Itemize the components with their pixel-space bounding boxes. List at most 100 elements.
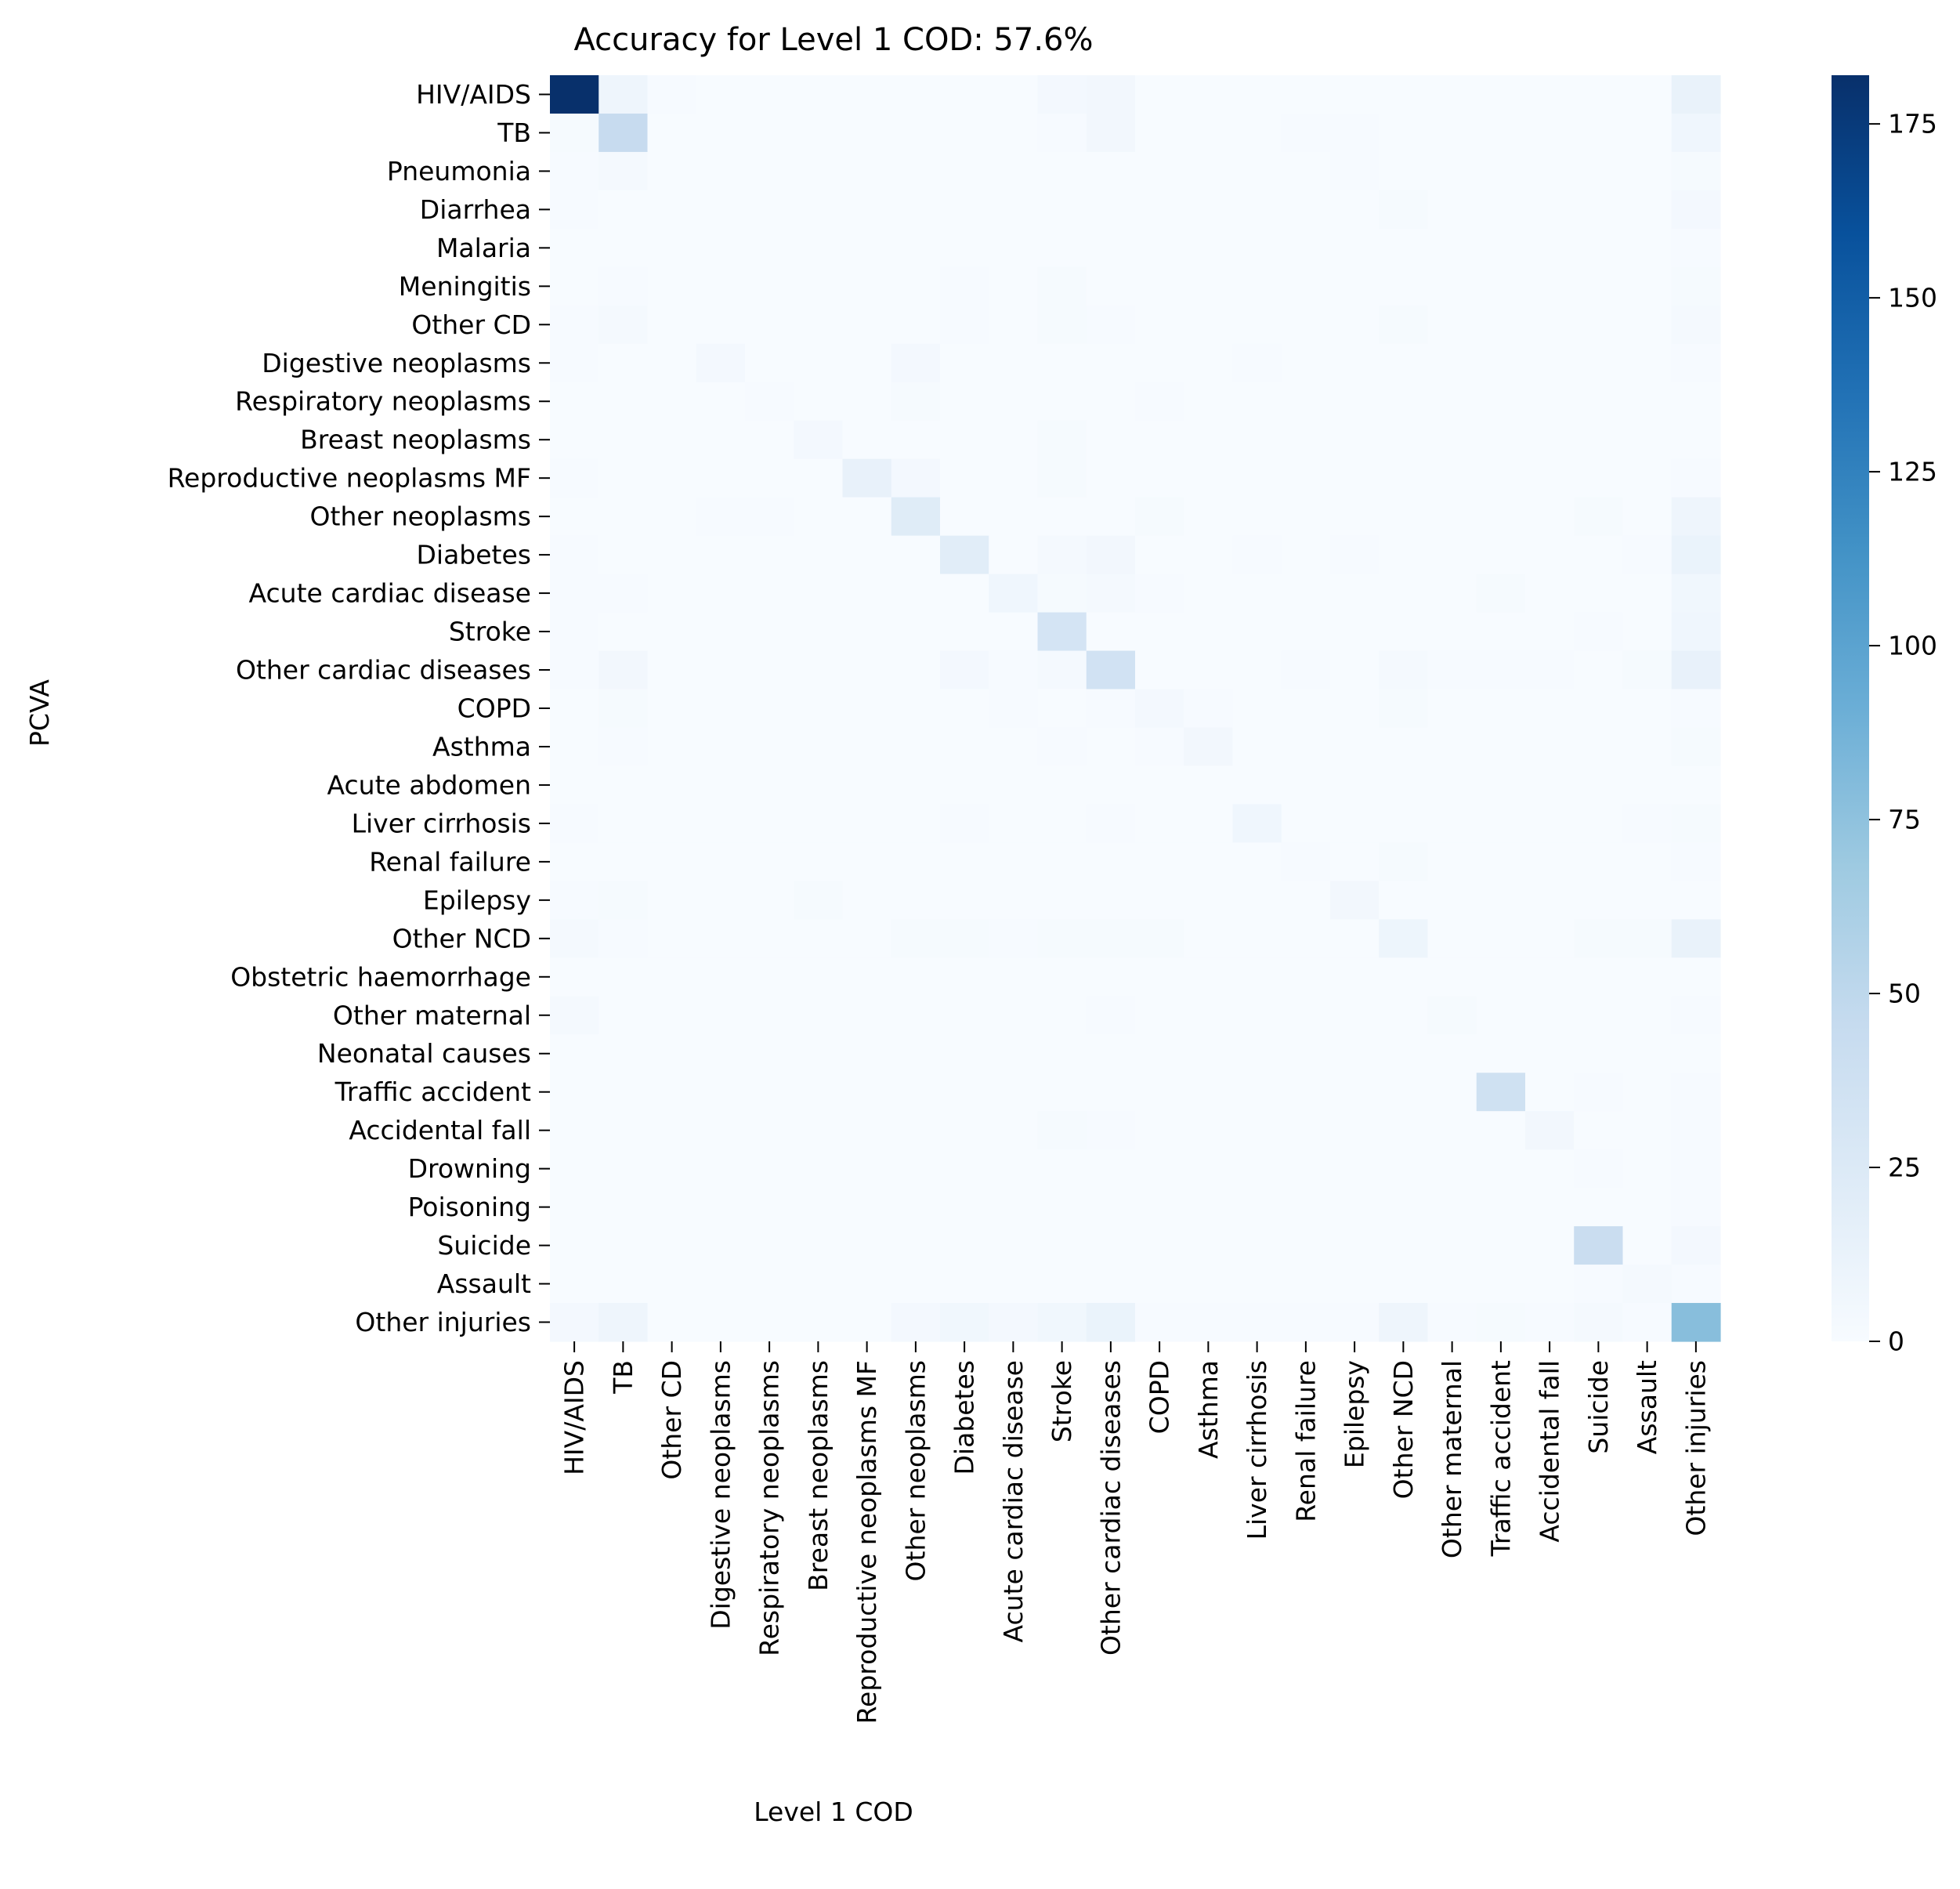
heatmap-cell bbox=[647, 75, 697, 114]
heatmap-cell bbox=[794, 804, 844, 843]
y-tick-label: Pneumonia bbox=[387, 156, 531, 186]
heatmap-cell bbox=[1135, 382, 1184, 422]
heatmap-cell bbox=[1671, 1111, 1721, 1150]
heatmap-cell bbox=[1086, 1149, 1136, 1189]
heatmap-cell bbox=[1086, 343, 1136, 383]
y-tick-label: Meningitis bbox=[399, 271, 531, 302]
heatmap-cell bbox=[1037, 727, 1087, 767]
heatmap-cell bbox=[1135, 574, 1184, 613]
heatmap-cell bbox=[1135, 1265, 1184, 1304]
heatmap-cell bbox=[1671, 420, 1721, 460]
heatmap-cell bbox=[745, 1111, 794, 1150]
heatmap-cell bbox=[745, 842, 794, 881]
heatmap-cell bbox=[1330, 228, 1380, 268]
heatmap-cell bbox=[1574, 458, 1624, 498]
heatmap-cell bbox=[1232, 113, 1282, 153]
heatmap-cell bbox=[1330, 1188, 1380, 1227]
heatmap-cell bbox=[1037, 804, 1087, 843]
heatmap-cell bbox=[647, 151, 697, 191]
heatmap-cell bbox=[1379, 689, 1429, 729]
heatmap-cell bbox=[989, 190, 1039, 230]
heatmap-cell bbox=[1330, 266, 1380, 306]
heatmap-cell bbox=[1037, 765, 1087, 805]
heatmap-cell bbox=[598, 1303, 649, 1342]
heatmap-cell bbox=[598, 151, 649, 191]
heatmap-cell bbox=[598, 1226, 649, 1265]
heatmap-cell bbox=[1232, 1226, 1282, 1265]
heatmap-cell bbox=[1330, 689, 1380, 729]
heatmap-cell bbox=[842, 996, 892, 1035]
heatmap-cell bbox=[598, 1265, 649, 1304]
heatmap-cell bbox=[1184, 574, 1234, 613]
heatmap-cell bbox=[891, 1265, 941, 1304]
heatmap-cell bbox=[1232, 842, 1282, 881]
heatmap-cell bbox=[1184, 727, 1234, 767]
heatmap-cell bbox=[1622, 1303, 1673, 1342]
x-tick-label: Renal failure bbox=[1290, 1360, 1321, 1522]
heatmap-cell bbox=[1379, 113, 1429, 153]
heatmap-cell bbox=[1330, 1303, 1380, 1342]
heatmap-cell bbox=[1427, 1034, 1477, 1073]
heatmap-cell bbox=[1574, 612, 1624, 652]
heatmap-cell bbox=[1037, 689, 1087, 729]
heatmap-cell bbox=[1232, 650, 1282, 690]
heatmap-cell bbox=[1086, 458, 1136, 498]
heatmap-cell bbox=[696, 497, 746, 537]
heatmap-cell bbox=[696, 151, 746, 191]
heatmap-cell bbox=[1476, 919, 1526, 958]
heatmap-cell bbox=[1232, 919, 1282, 958]
x-tick-label: Acute cardiac disease bbox=[998, 1360, 1029, 1642]
heatmap-cell bbox=[1525, 881, 1575, 920]
heatmap-cell bbox=[1476, 1226, 1526, 1265]
heatmap-cell bbox=[598, 228, 649, 268]
heatmap-cell bbox=[1622, 1265, 1673, 1304]
heatmap-cell bbox=[1037, 612, 1087, 652]
heatmap-cell bbox=[794, 113, 844, 153]
heatmap-cell bbox=[647, 612, 697, 652]
y-tick-label: TB bbox=[497, 118, 531, 148]
heatmap-cell bbox=[1330, 612, 1380, 652]
y-tick-label: Neonatal causes bbox=[317, 1038, 531, 1069]
heatmap-cell bbox=[550, 612, 599, 652]
heatmap-cell bbox=[1184, 612, 1234, 652]
heatmap-cell bbox=[1476, 190, 1526, 230]
heatmap-cell bbox=[1427, 113, 1477, 153]
heatmap-cell bbox=[1086, 151, 1136, 191]
heatmap-cell bbox=[1671, 612, 1721, 652]
heatmap-cell bbox=[1086, 1265, 1136, 1304]
heatmap-cell bbox=[1135, 842, 1184, 881]
heatmap-cell bbox=[1184, 113, 1234, 153]
y-tick-label: Other maternal bbox=[333, 1000, 531, 1030]
heatmap-cell bbox=[842, 343, 892, 383]
heatmap-cell bbox=[550, 305, 599, 345]
heatmap-cell bbox=[1574, 305, 1624, 345]
heatmap-cell bbox=[1622, 458, 1673, 498]
colorbar bbox=[1832, 75, 1869, 1341]
heatmap-cell bbox=[940, 497, 989, 537]
heatmap-cell bbox=[550, 1073, 599, 1112]
heatmap-cell bbox=[1232, 497, 1282, 537]
heatmap-cell bbox=[745, 151, 794, 191]
heatmap-cell bbox=[745, 689, 794, 729]
heatmap-cell bbox=[1135, 1188, 1184, 1227]
heatmap-cell bbox=[1281, 804, 1331, 843]
heatmap-cell bbox=[1135, 689, 1184, 729]
heatmap-cell bbox=[1037, 535, 1087, 575]
heatmap-cell bbox=[696, 1226, 746, 1265]
heatmap-cell bbox=[550, 382, 599, 422]
heatmap-cell bbox=[842, 765, 892, 805]
heatmap-cell bbox=[940, 919, 989, 958]
heatmap-cell bbox=[696, 343, 746, 383]
heatmap-cell bbox=[1184, 151, 1234, 191]
heatmap-cell bbox=[745, 804, 794, 843]
heatmap-cell bbox=[794, 574, 844, 613]
y-tick-label: Diarrhea bbox=[420, 194, 531, 225]
heatmap-cell bbox=[1135, 343, 1184, 383]
heatmap-cell bbox=[1525, 343, 1575, 383]
heatmap-cell bbox=[745, 727, 794, 767]
heatmap-cell bbox=[1086, 497, 1136, 537]
heatmap-cell bbox=[1281, 919, 1331, 958]
heatmap-cell bbox=[1476, 420, 1526, 460]
heatmap-cell bbox=[891, 113, 941, 153]
heatmap-cell bbox=[1086, 727, 1136, 767]
